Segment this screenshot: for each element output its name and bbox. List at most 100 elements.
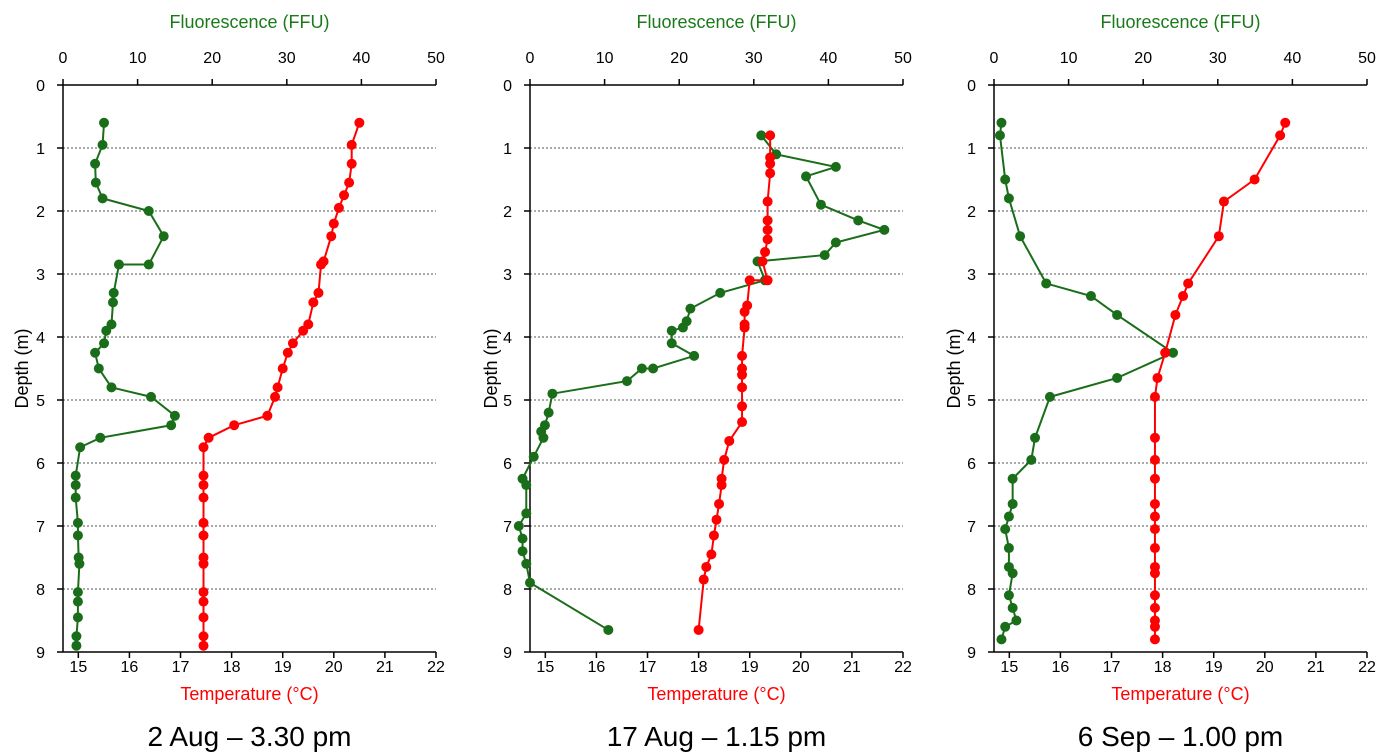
panel-caption: 6 Sep – 1.00 pm (1078, 721, 1283, 752)
fluorescence-point (1044, 391, 1055, 402)
temperature-point (198, 596, 209, 607)
temperature-tick-label: 21 (843, 659, 861, 676)
depth-tick-label: 1 (503, 141, 512, 158)
temperature-point (762, 215, 773, 226)
depth-tick-label: 5 (967, 393, 976, 410)
temperature-point (737, 417, 748, 428)
temperature-tick-label: 22 (894, 659, 912, 676)
fluorescence-point (95, 432, 106, 443)
temperature-point (744, 275, 755, 286)
fluorescence-point (97, 139, 108, 150)
fluorescence-point (513, 521, 524, 531)
temperature-tick-label: 16 (588, 659, 606, 676)
fluorescence-line (998, 122, 1176, 640)
temperature-tick-label: 19 (274, 659, 292, 676)
temperature-point (1149, 568, 1160, 579)
temperature-tick-label: 17 (172, 659, 190, 676)
temperature-point (739, 322, 750, 333)
depth-tick-label: 8 (967, 582, 976, 599)
temperature-point (762, 196, 773, 207)
temperature-point (711, 514, 722, 525)
fluorescence-axis-title: Fluorescence (FFU) (1100, 12, 1260, 32)
fluorescence-point (525, 577, 535, 588)
fluorescence-point (996, 117, 1007, 128)
fluorescence-point (107, 297, 118, 308)
fluorescence-point (169, 410, 180, 421)
temperature-point (1149, 498, 1160, 509)
fluorescence-point (72, 596, 83, 607)
temperature-point (198, 640, 209, 651)
fluorescence-point (1000, 174, 1011, 185)
fluorescence-point (1003, 193, 1014, 204)
fluorescence-point (106, 382, 117, 393)
depth-tick-label: 9 (36, 645, 45, 662)
temperature-point (198, 480, 209, 491)
fluorescence-tick-label: 0 (990, 50, 999, 67)
temperature-point (1149, 602, 1160, 613)
temperature-tick-label: 15 (1000, 659, 1018, 676)
temperature-tick-label: 17 (639, 659, 657, 676)
fluorescence-point (1007, 498, 1018, 509)
temperature-point (698, 574, 709, 585)
temperature-point (198, 492, 209, 503)
temperature-point (198, 631, 209, 642)
temperature-tick-label: 22 (1358, 659, 1376, 676)
depth-tick-label: 3 (503, 267, 512, 284)
fluorescence-tick-label: 50 (427, 50, 445, 67)
depth-axis-title: Depth (m) (944, 328, 964, 408)
fluorescence-tick-label: 30 (745, 50, 763, 67)
chart-panel-1: 0 1 2 3 4 5 6 7 8 9 0 10 20 30 40 50 15 16 17 18 19 20 21 22 Flu… (12, 12, 445, 752)
fluorescence-point (1003, 590, 1014, 601)
depth-tick-label: 2 (36, 204, 45, 221)
fluorescence-line (517, 134, 888, 631)
fluorescence-point (1026, 454, 1037, 465)
temperature-axis-title: Temperature (°C) (647, 684, 785, 704)
temperature-tick-label: 20 (1256, 659, 1274, 676)
fluorescence-point (71, 631, 82, 642)
temperature-point (1178, 291, 1189, 302)
temperature-tick-label: 20 (792, 659, 810, 676)
fluorescence-point (72, 612, 83, 623)
temperature-point (762, 234, 773, 245)
fluorescence-point (1007, 602, 1018, 613)
temperature-point (716, 480, 727, 491)
fluorescence-point (1003, 511, 1014, 522)
temperature-point (1149, 524, 1160, 535)
fluorescence-point (715, 287, 726, 298)
depth-tick-label: 8 (503, 582, 512, 599)
depth-tick-label: 3 (967, 267, 976, 284)
fluorescence-point (166, 420, 177, 431)
fluorescence-point (648, 363, 659, 374)
temperature-point (708, 530, 719, 541)
temperature-point (1149, 454, 1160, 465)
temperature-point (308, 297, 319, 308)
temperature-point (354, 117, 365, 128)
fluorescence-point (1015, 231, 1026, 242)
fluorescence-tick-label: 40 (353, 50, 371, 67)
fluorescence-point (801, 171, 812, 182)
fluorescence-point (1041, 278, 1052, 289)
temperature-axis-title: Temperature (°C) (180, 684, 318, 704)
panel-caption: 17 Aug – 1.15 pm (607, 721, 827, 752)
fluorescence-point (158, 231, 169, 242)
fluorescence-point (543, 407, 554, 418)
fluorescence-point (621, 376, 632, 387)
fluorescence-tick-label: 0 (526, 50, 535, 67)
depth-tick-label: 9 (967, 645, 976, 662)
fluorescence-point (1007, 473, 1018, 484)
temperature-point (719, 454, 730, 465)
fluorescence-point (99, 338, 110, 349)
fluorescence-tick-label: 10 (596, 50, 614, 67)
temperature-point (198, 612, 209, 623)
fluorescence-tick-label: 20 (203, 50, 221, 67)
temperature-point (272, 382, 283, 393)
temperature-point (198, 530, 209, 541)
temperature-point (701, 561, 712, 572)
fluorescence-point (1168, 347, 1179, 358)
temperature-point (737, 382, 748, 393)
fluorescence-point (70, 492, 81, 503)
fluorescence-point (815, 199, 826, 210)
fluorescence-tick-label: 0 (59, 50, 68, 67)
fluorescence-point (1112, 309, 1123, 320)
temperature-point (1149, 634, 1160, 645)
